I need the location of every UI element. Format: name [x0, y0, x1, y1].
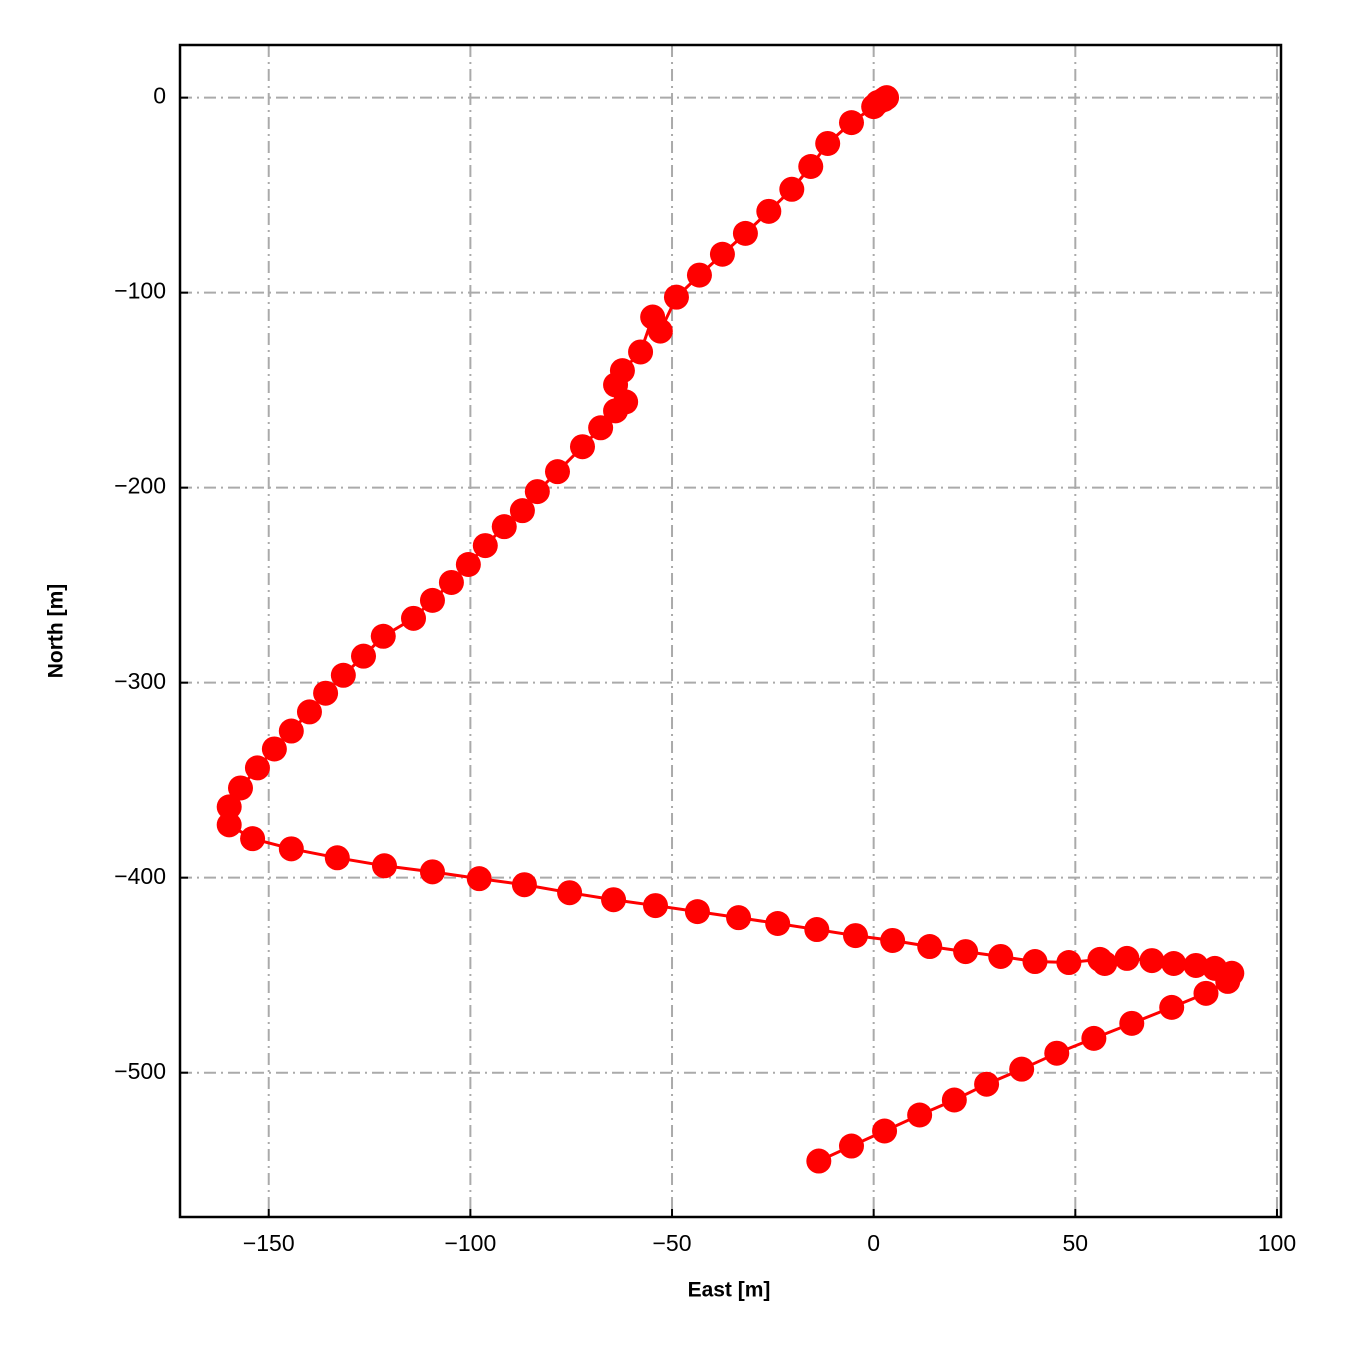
point — [1092, 950, 1118, 976]
point — [1215, 968, 1241, 994]
point — [371, 853, 397, 879]
point — [330, 662, 356, 688]
point — [324, 845, 350, 871]
point — [244, 755, 270, 781]
point — [1159, 994, 1185, 1020]
point — [1009, 1056, 1035, 1082]
point — [603, 398, 629, 424]
point — [815, 130, 841, 156]
point — [438, 569, 464, 595]
point — [709, 241, 735, 267]
point — [804, 917, 830, 943]
point — [1193, 980, 1219, 1006]
point — [216, 812, 242, 838]
point — [313, 680, 339, 706]
point — [588, 415, 614, 441]
point — [628, 339, 654, 365]
point — [569, 434, 595, 460]
y-tick-label: 0 — [153, 83, 166, 109]
point — [686, 262, 712, 288]
x-tick-label: 50 — [1063, 1230, 1089, 1256]
point — [240, 826, 266, 852]
point — [1022, 949, 1048, 975]
point — [216, 794, 242, 820]
point — [419, 587, 445, 613]
point — [1114, 945, 1140, 971]
x-tick-label: −150 — [243, 1230, 295, 1256]
point — [466, 866, 492, 892]
y-tick-label: −400 — [114, 863, 166, 889]
point — [261, 736, 287, 762]
point — [988, 943, 1014, 969]
point — [544, 459, 570, 485]
point — [684, 899, 710, 925]
x-axis-label: East [m] — [688, 1279, 771, 1302]
point — [861, 94, 887, 120]
point — [806, 1148, 832, 1174]
point — [296, 699, 322, 725]
point — [1139, 948, 1165, 974]
point — [401, 605, 427, 631]
point — [798, 153, 824, 179]
point — [663, 284, 689, 310]
point — [917, 934, 943, 960]
x-tick-label: 100 — [1258, 1230, 1296, 1256]
point — [1183, 952, 1209, 978]
point — [419, 859, 445, 885]
point — [511, 872, 537, 898]
point — [524, 479, 550, 505]
point — [455, 552, 481, 578]
y-tick-label: −500 — [114, 1058, 166, 1084]
point — [974, 1071, 1000, 1097]
point — [953, 939, 979, 965]
point — [880, 927, 906, 953]
point — [642, 893, 668, 919]
x-tick-label: −50 — [653, 1230, 692, 1256]
y-tick-label: −200 — [114, 473, 166, 499]
point — [726, 905, 752, 931]
point — [351, 643, 376, 669]
point — [278, 718, 304, 744]
point — [227, 775, 253, 801]
point — [779, 176, 805, 202]
point — [557, 880, 583, 906]
x-tick-label: 0 — [867, 1230, 880, 1256]
plot-frame — [178, 43, 1283, 1219]
point — [872, 1118, 898, 1144]
point — [838, 110, 864, 136]
point — [472, 533, 498, 559]
point — [370, 623, 396, 649]
point — [491, 514, 517, 540]
point — [756, 198, 782, 224]
point — [509, 498, 535, 524]
y-tick-label: −300 — [114, 668, 166, 694]
point — [1056, 950, 1082, 976]
y-tick-label: −100 — [114, 278, 166, 304]
y-axis-label: North [m] — [45, 584, 68, 678]
point — [640, 304, 666, 330]
point — [838, 1133, 864, 1159]
point — [843, 923, 869, 949]
point — [941, 1087, 967, 1113]
x-tick-label: −100 — [444, 1230, 496, 1256]
point — [1119, 1010, 1145, 1036]
point — [278, 836, 304, 862]
point — [1081, 1025, 1107, 1051]
point — [1161, 950, 1187, 976]
point — [907, 1102, 933, 1128]
point — [765, 911, 791, 937]
point — [732, 220, 758, 246]
point — [601, 887, 627, 913]
point — [1044, 1040, 1070, 1066]
